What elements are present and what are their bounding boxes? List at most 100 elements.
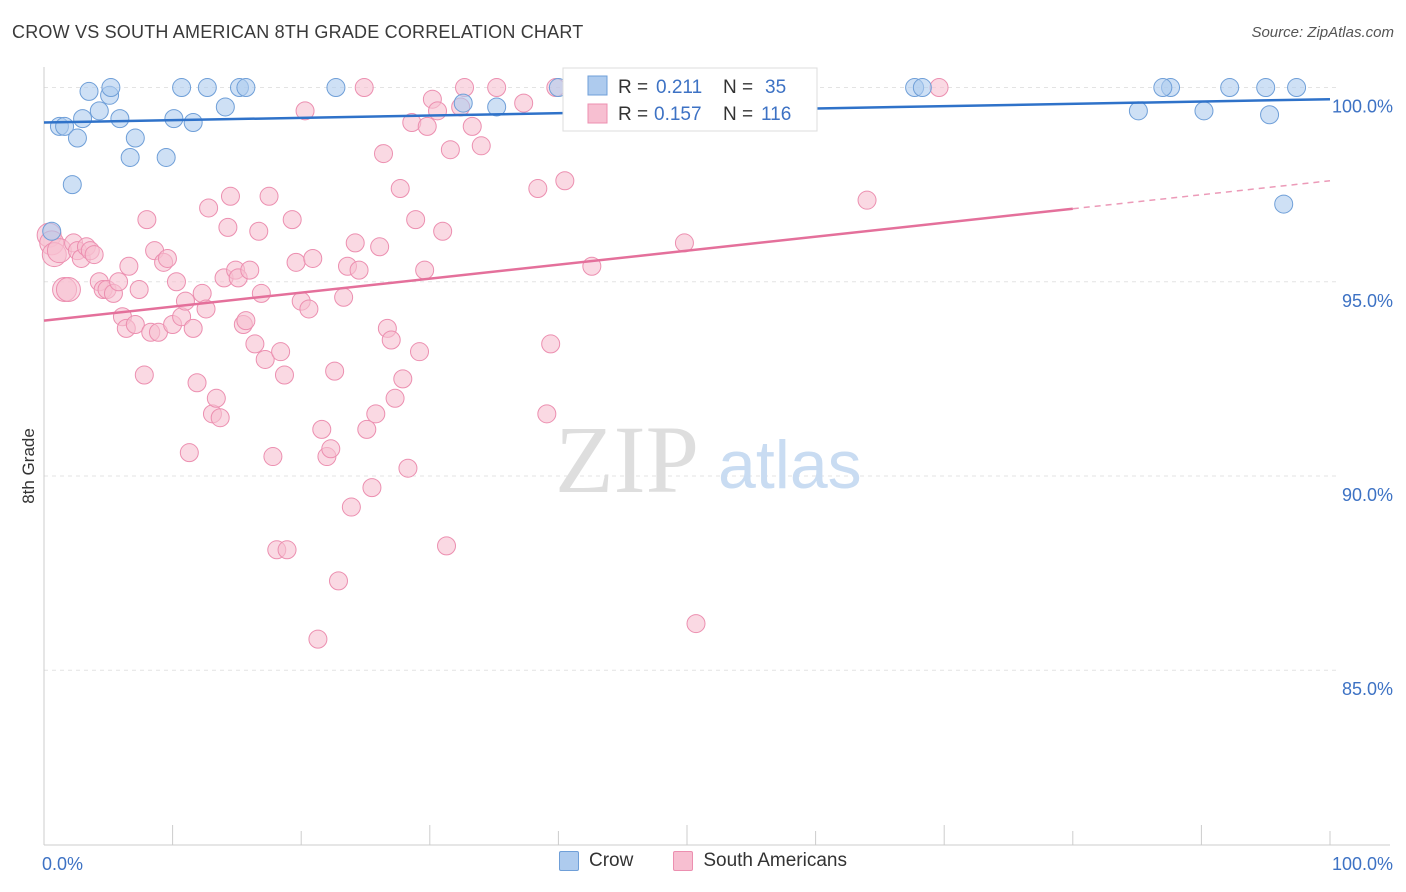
sa-point [137, 210, 157, 230]
sa-point [857, 190, 877, 210]
crow-legend-label: Crow [589, 850, 634, 871]
sa-point [282, 210, 302, 230]
crow-point [1260, 105, 1280, 125]
crow-n-label: N = [723, 77, 753, 98]
sa-point [462, 116, 482, 136]
sa-point [528, 179, 548, 199]
watermark-zip: ZIP [555, 406, 699, 513]
y-tick-label: 85.0% [1342, 679, 1393, 699]
crow-point [1256, 78, 1276, 98]
sa-point [134, 365, 154, 385]
sa-point [263, 447, 283, 467]
sa-point [179, 443, 199, 463]
sa-point [299, 299, 319, 319]
stats-legend: R = 0.211 N = 35 R = 0.157 N = 116 [562, 67, 818, 132]
axes: 85.0% 90.0% 95.0% 100.0% 0.0% 100.0% [42, 67, 1393, 874]
sa-point [406, 210, 426, 230]
sa-point [362, 478, 382, 498]
sa-point [274, 365, 294, 385]
sa-point [55, 277, 81, 303]
sa-point [303, 248, 323, 268]
crow-point [101, 78, 121, 98]
sa-point [210, 408, 230, 428]
crow-point [120, 147, 140, 167]
grid-lines [44, 87, 1340, 671]
sa-point [349, 260, 369, 280]
sa-point [417, 116, 437, 136]
sa-point [175, 291, 195, 311]
legend-item-south-americans[interactable]: South Americans [673, 850, 847, 872]
sa-point [220, 186, 240, 206]
sa-point [341, 497, 361, 517]
crow-point [197, 78, 217, 98]
sa-point [129, 280, 149, 300]
x-tick-label: 0.0% [42, 854, 83, 874]
sa-point [415, 260, 435, 280]
crow-point [110, 109, 130, 129]
sa-point [295, 101, 315, 121]
crow-point [1220, 78, 1240, 98]
sa-point [357, 419, 377, 439]
sa-point [312, 419, 332, 439]
sa-point [199, 198, 219, 218]
sa-point [514, 93, 534, 113]
crow-n-value: 35 [765, 77, 786, 98]
legend-item-crow[interactable]: Crow [559, 850, 633, 872]
sa-point [390, 179, 410, 199]
crow-point [1153, 78, 1173, 98]
sa-legend-label: South Americans [703, 850, 847, 871]
sa-point [206, 388, 226, 408]
crow-point [215, 97, 235, 117]
sa-point [308, 629, 328, 649]
sa-point [428, 101, 448, 121]
sa-point [183, 318, 203, 338]
crow-point [73, 109, 93, 129]
sa-point [240, 260, 260, 280]
crow-point [172, 78, 192, 98]
y-tick-label: 100.0% [1332, 97, 1393, 117]
source-label: Source: ZipAtlas.com [1251, 24, 1394, 41]
crow-r-label: R = [618, 77, 648, 98]
sa-point [192, 283, 212, 303]
crow-point [236, 78, 256, 98]
sa-point [125, 314, 145, 334]
crow-point [125, 128, 145, 148]
y-tick-label: 90.0% [1342, 485, 1393, 505]
crow-point [62, 175, 82, 195]
sa-point [325, 361, 345, 381]
sa-point [471, 136, 491, 156]
crow-point [453, 93, 473, 113]
trend-lines [43, 97, 1331, 322]
sa-point [537, 404, 557, 424]
crow-point [1194, 101, 1214, 121]
sa-point [555, 171, 575, 191]
sa-trend-line [43, 207, 1073, 322]
sa-point [345, 233, 365, 253]
sa-point [109, 272, 129, 292]
x-tick-label: 100.0% [1332, 854, 1393, 874]
crow-point [42, 221, 62, 241]
sa-point [255, 349, 275, 369]
sa-point [334, 287, 354, 307]
sa-n-label: N = [723, 104, 753, 125]
sa-point [277, 540, 297, 560]
crow-r-value: 0.211 [656, 77, 702, 98]
sa-point [286, 252, 306, 272]
series-legend: Crow South Americans [0, 850, 1406, 872]
crow-point [1128, 101, 1148, 121]
crow-swatch [559, 851, 579, 871]
sa-point [541, 334, 561, 354]
sa-point [440, 140, 460, 160]
chart-title: CROW VS SOUTH AMERICAN 8TH GRADE CORRELA… [12, 22, 584, 42]
watermark-atlas: atlas [718, 427, 862, 503]
crow-point [183, 112, 203, 132]
crow-point [487, 97, 507, 117]
crow-point [164, 109, 184, 129]
sa-stats-swatch [587, 103, 608, 124]
sa-point [370, 237, 390, 257]
crow-point [912, 78, 932, 98]
crow-point [1287, 78, 1307, 98]
sa-point [374, 144, 394, 164]
sa-point [187, 373, 207, 393]
sa-point [929, 78, 949, 98]
